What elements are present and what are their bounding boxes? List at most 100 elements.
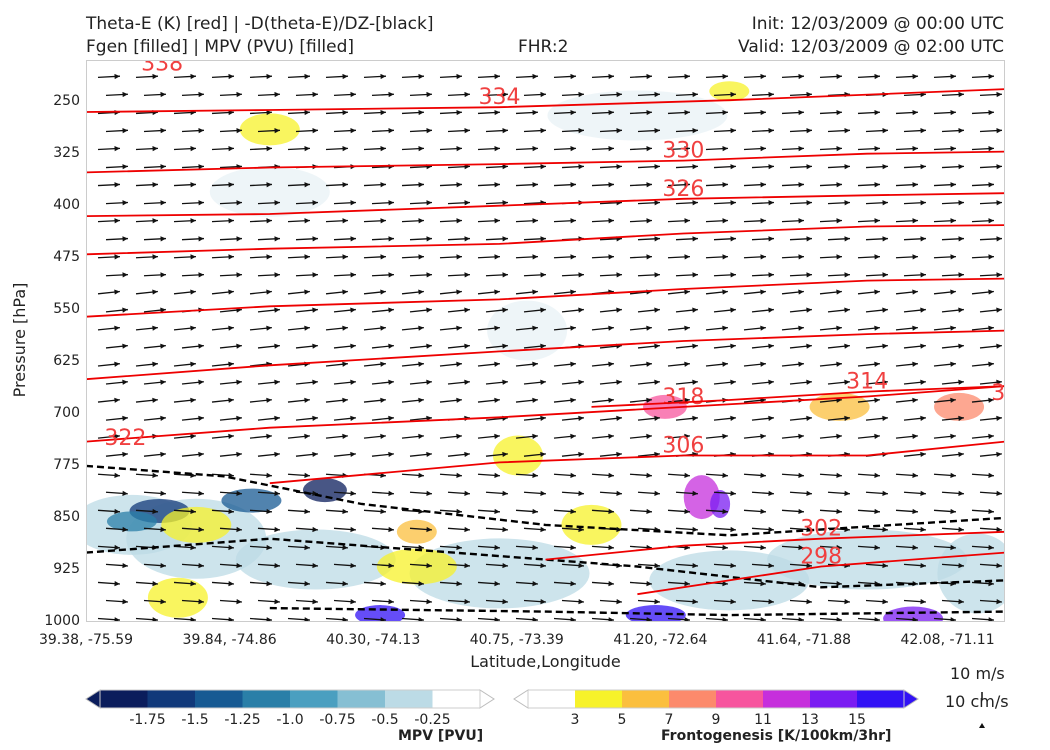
wind-vector bbox=[287, 617, 310, 622]
wind-vector bbox=[667, 109, 691, 116]
wind-vector bbox=[219, 343, 242, 349]
wind-vector bbox=[789, 490, 812, 497]
wind-vector bbox=[211, 182, 235, 188]
wind-vector bbox=[257, 526, 280, 533]
wind-vector bbox=[325, 433, 348, 439]
wind-vector bbox=[97, 289, 120, 295]
wind-vector bbox=[637, 490, 660, 497]
wind-vector bbox=[371, 272, 395, 278]
wind-vector bbox=[629, 109, 653, 116]
wind-vector bbox=[979, 343, 1002, 349]
wind-vector bbox=[173, 581, 196, 587]
wind-vector bbox=[333, 236, 357, 242]
wind-vector bbox=[667, 146, 691, 152]
wind-vector bbox=[371, 415, 394, 421]
wind-vector bbox=[257, 451, 280, 458]
fgen-colorbar-tick: 9 bbox=[711, 712, 721, 728]
wind-vector bbox=[781, 433, 804, 439]
field-blob bbox=[376, 548, 457, 585]
wind-vector bbox=[439, 472, 462, 478]
wind-vector bbox=[903, 343, 926, 349]
wind-vector bbox=[865, 415, 888, 421]
wind-vector bbox=[675, 200, 699, 206]
mpv-colorbar-segment bbox=[242, 690, 291, 708]
wind-vector bbox=[629, 325, 652, 331]
wind-vector bbox=[933, 361, 956, 367]
wind-vector bbox=[477, 508, 500, 515]
wind-vector bbox=[895, 361, 918, 367]
wind-vector bbox=[971, 218, 995, 224]
field-blob bbox=[239, 113, 300, 146]
wind-vector bbox=[143, 599, 166, 605]
wind-vector bbox=[827, 200, 851, 206]
wind-vector bbox=[181, 343, 204, 349]
wind-vector bbox=[97, 508, 120, 515]
wind-vector bbox=[553, 254, 577, 260]
wind-vector bbox=[363, 617, 386, 622]
wind-vector bbox=[409, 272, 433, 278]
wind-vector bbox=[181, 236, 205, 242]
wind-vector bbox=[325, 146, 349, 152]
wind-vector bbox=[971, 544, 994, 551]
wind-vector bbox=[979, 526, 1002, 533]
wind-vector bbox=[211, 544, 234, 551]
wind-vector bbox=[781, 361, 804, 367]
wind-vector bbox=[249, 146, 273, 152]
wind-vector bbox=[135, 182, 159, 188]
wind-vector bbox=[675, 415, 698, 421]
init-time: Init: 12/03/2009 @ 00:00 UTC bbox=[751, 14, 1004, 34]
wind-vector bbox=[477, 361, 500, 367]
wind-vector bbox=[781, 218, 805, 224]
wind-vector bbox=[819, 508, 842, 515]
wind-vector bbox=[363, 325, 386, 331]
wind-vector bbox=[857, 397, 880, 403]
wind-vector bbox=[789, 200, 813, 206]
wind-vector bbox=[941, 91, 965, 98]
wind-vector bbox=[637, 127, 661, 134]
wind-legend-arrow-vertical bbox=[979, 723, 985, 728]
wind-vector bbox=[553, 361, 576, 367]
wind-vector bbox=[629, 617, 652, 622]
wind-vector bbox=[713, 343, 736, 349]
stability-contour bbox=[86, 464, 1005, 537]
wind-vector bbox=[789, 562, 812, 569]
wind-vector bbox=[743, 73, 767, 80]
wind-vector bbox=[865, 379, 888, 385]
mpv-colorbar-tick: -0.5 bbox=[371, 712, 399, 728]
wind-vector bbox=[553, 289, 576, 295]
wind-vector bbox=[705, 289, 728, 295]
wind-vector bbox=[675, 379, 698, 385]
wind-vector bbox=[485, 526, 508, 533]
wind-vector bbox=[751, 200, 775, 206]
wind-vector bbox=[333, 307, 356, 313]
wind-vector bbox=[211, 361, 234, 367]
x-tick-label: 40.75, -73.39 bbox=[469, 632, 564, 648]
title-left-line1: Theta-E (K) [red] | -D(theta-E)/DZ-[blac… bbox=[86, 14, 434, 34]
wind-vector bbox=[561, 307, 584, 313]
wind-vector bbox=[705, 325, 728, 331]
wind-vector bbox=[895, 182, 919, 188]
wind-vector bbox=[553, 218, 577, 224]
field-blob bbox=[409, 538, 590, 609]
wind-vector bbox=[637, 307, 660, 313]
wind-vector bbox=[97, 397, 120, 403]
wind-vector bbox=[857, 289, 880, 295]
mpv-colorbar-label: MPV [PVU] bbox=[398, 728, 484, 744]
y-tick-label: 925 bbox=[53, 560, 80, 577]
fgen-colorbar-segment bbox=[669, 690, 717, 708]
wind-vector bbox=[933, 109, 957, 116]
wind-vector bbox=[333, 343, 356, 349]
mpv-colorbar-segment bbox=[195, 690, 243, 708]
wind-vector bbox=[371, 127, 395, 134]
wind-vector bbox=[941, 236, 965, 242]
wind-vector bbox=[827, 343, 850, 349]
wind-vector bbox=[751, 343, 774, 349]
wind-vector bbox=[333, 91, 357, 98]
wind-vector bbox=[295, 451, 318, 458]
theta-e-contour bbox=[86, 224, 1005, 256]
wind-vector bbox=[675, 343, 698, 349]
wind-vector bbox=[143, 343, 166, 349]
wind-vector bbox=[401, 254, 425, 260]
fgen-colorbar-label: Frontogenesis [K/100km/3hr] bbox=[661, 728, 892, 744]
